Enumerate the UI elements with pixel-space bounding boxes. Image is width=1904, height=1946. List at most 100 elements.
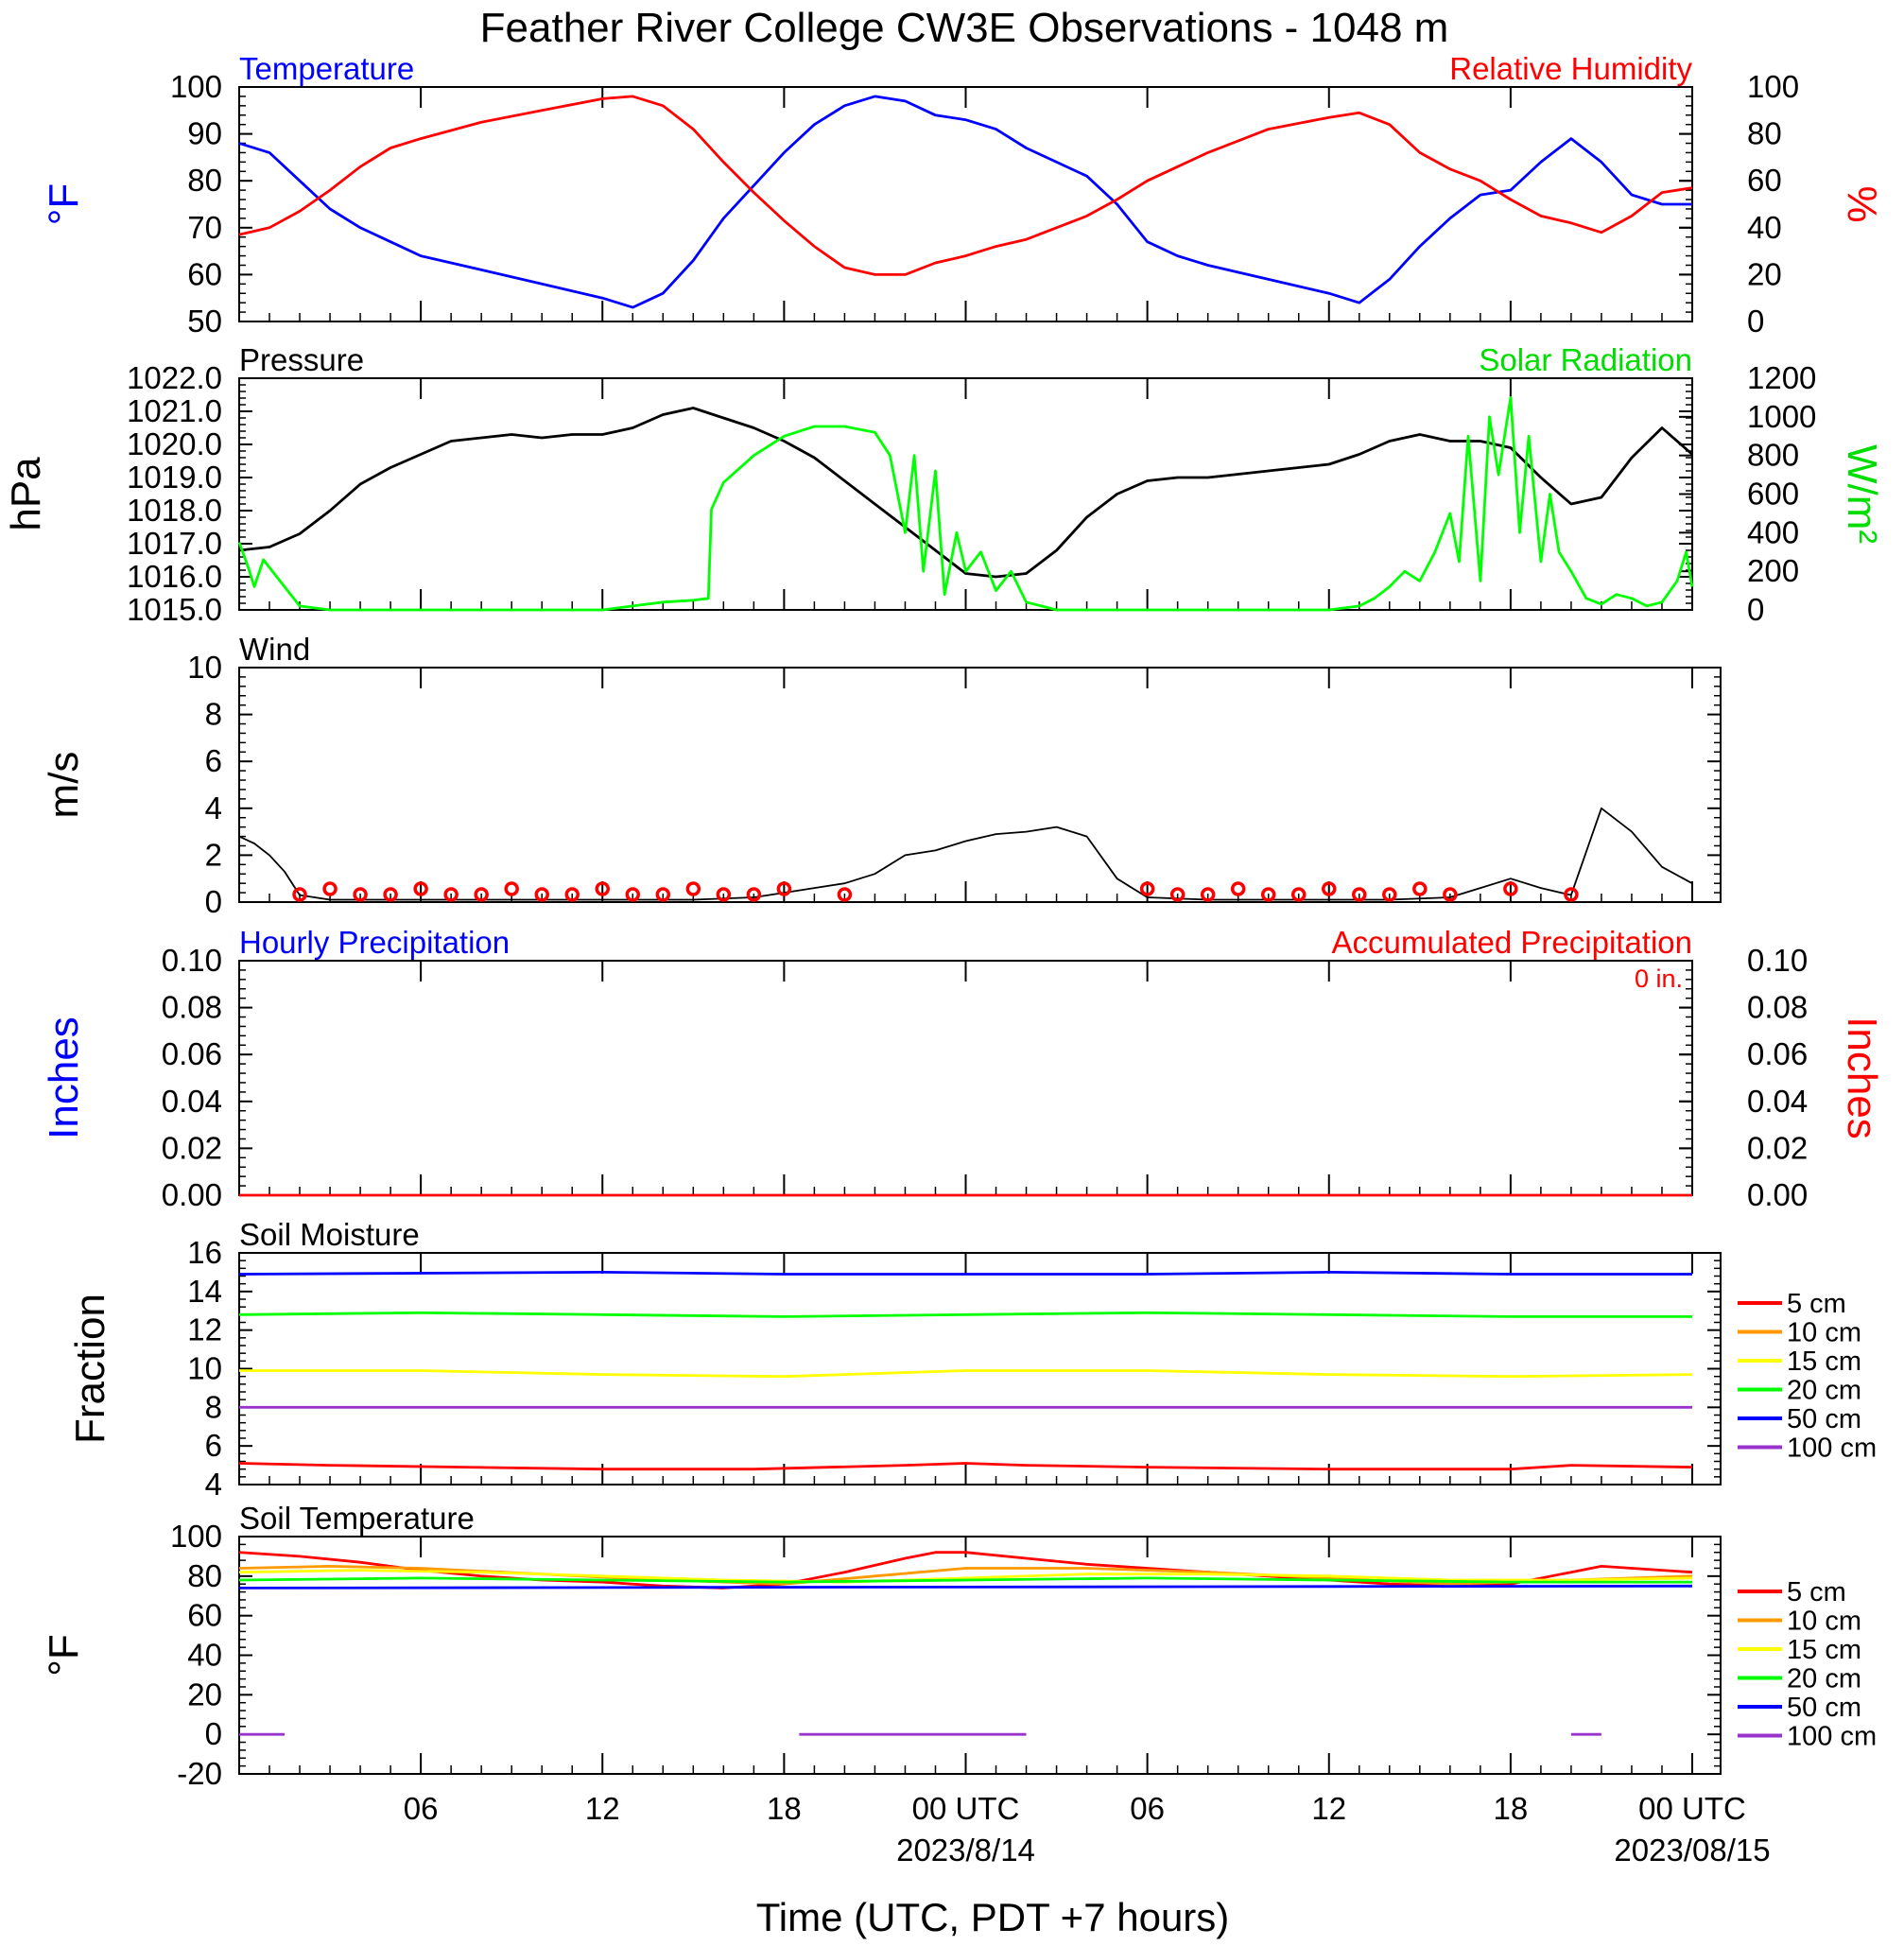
wind-calm-marker [1443, 887, 1458, 902]
panel-wind: 0 2 4 6 8 10 Wind m/s [41, 632, 1722, 919]
y-tick-label: 4 [205, 1467, 222, 1502]
wind-calm-marker [1169, 887, 1186, 902]
y-tick-label: 0 [205, 1716, 222, 1751]
x-date-label: 2023/08/15 [1614, 1833, 1770, 1868]
plot-frame [238, 1252, 1722, 1486]
panel-title: Temperature [239, 51, 414, 86]
y-right-tick-label: 800 [1747, 438, 1799, 473]
wind-calm-marker [1139, 881, 1155, 896]
y-tick-label: 20 [187, 1677, 222, 1711]
wind-calm-marker [322, 881, 338, 896]
y-tick-label: 40 [187, 1638, 222, 1673]
panel-title-right: Relative Humidity [1449, 51, 1692, 86]
series-line [238, 1551, 1693, 1590]
y-right-tick-label: 100 [1747, 69, 1799, 104]
legend-label: 15 cm [1787, 1347, 1861, 1377]
panel-temperature-humidity: 50 60 70 80 90 100 0 20 40 60 80 100 Temperature Rela… [41, 51, 1885, 339]
wind-calm-marker [504, 881, 519, 896]
panel-title-right: Solar Radiation [1479, 342, 1692, 377]
legend-label: 15 cm [1787, 1635, 1861, 1665]
y-tick-label: 100 [170, 1519, 222, 1554]
wind-calm-marker [837, 887, 853, 902]
y-tick-label: 4 [205, 791, 222, 825]
wind-calm-marker [443, 887, 459, 902]
y-right-tick-label: 0 [1747, 592, 1764, 627]
wind-calm-marker [1352, 887, 1367, 902]
wind-calm-marker [383, 887, 398, 902]
y-tick-label: 1016.0 [127, 559, 222, 594]
y-tick-label: 0.02 [162, 1130, 222, 1165]
y-tick-label: 0.08 [162, 990, 222, 1025]
x-tick-label: 06 [1130, 1791, 1165, 1826]
wind-calm-marker [564, 887, 580, 902]
series-line [238, 1462, 1693, 1471]
y-tick-label: 8 [205, 697, 222, 732]
wind-calm-marker [1290, 887, 1307, 902]
y-right-tick-label: 200 [1747, 553, 1799, 588]
wind-calm-marker [625, 887, 641, 902]
panel-title: Soil Temperature [239, 1501, 475, 1536]
x-date-label: 2023/8/14 [896, 1833, 1035, 1868]
plot-frame [238, 86, 1693, 322]
legend-label: 50 cm [1787, 1404, 1861, 1434]
y-tick-label: 14 [187, 1274, 222, 1309]
wind-calm-marker [292, 887, 307, 902]
y-right-tick-label: 40 [1747, 210, 1782, 245]
y-tick-label: 1021.0 [127, 393, 222, 428]
y-axis-label: Fraction [67, 1294, 113, 1444]
series-line [238, 1271, 1692, 1276]
y-tick-label: 90 [187, 116, 222, 151]
y-tick-label: 6 [205, 1428, 222, 1463]
legend-label: 10 cm [1787, 1318, 1861, 1348]
y-tick-label: 60 [187, 1598, 222, 1633]
series-line [238, 95, 1692, 309]
y-axis-label: Inches [41, 1016, 87, 1139]
y-right-tick-label: 80 [1747, 116, 1782, 151]
y-tick-label: 0.06 [162, 1036, 222, 1071]
y-tick-label: 80 [187, 1558, 222, 1593]
x-tick-label: 18 [767, 1791, 802, 1826]
legend-label: 20 cm [1787, 1376, 1861, 1406]
y-tick-label: 70 [187, 210, 222, 245]
panel-precipitation: 0.00 0.02 0.04 0.06 0.08 0.10 0.00 0.02 0.04 0.06… [41, 925, 1885, 1212]
y-tick-label: 60 [187, 256, 222, 291]
y-tick-label: 80 [187, 163, 222, 198]
y-tick-label: 16 [187, 1235, 222, 1270]
y-right-tick-label: 400 [1747, 514, 1799, 549]
y-tick-label: 1020.0 [127, 426, 222, 461]
wind-calm-marker [1412, 881, 1428, 896]
wind-calm-marker [1322, 881, 1337, 896]
y-tick-label: 1015.0 [127, 592, 222, 627]
y-right-tick-label: 1200 [1747, 360, 1816, 395]
y-right-tick-label: 0.02 [1747, 1130, 1808, 1165]
y-right-tick-label: 0 [1747, 304, 1764, 339]
y-tick-label: 1018.0 [127, 493, 222, 528]
legend-label: 50 cm [1787, 1693, 1861, 1723]
series-line [238, 95, 1693, 276]
wind-calm-marker [1230, 881, 1246, 896]
y-right-axis-label: W/m² [1839, 444, 1885, 544]
y-right-tick-label: 0.06 [1747, 1036, 1808, 1071]
wind-calm-marker [1200, 887, 1216, 902]
y-tick-label: 50 [187, 304, 222, 339]
legend-label: 100 cm [1787, 1433, 1877, 1464]
x-tick-label: 00 UTC [912, 1791, 1020, 1826]
wind-calm-marker [595, 881, 610, 896]
y-tick-label: 12 [187, 1312, 222, 1347]
wind-calm-marker [534, 887, 549, 902]
series-line [239, 1369, 1693, 1379]
y-tick-label: 10 [187, 650, 222, 685]
series-line [238, 1584, 1693, 1590]
y-axis-label: °F [41, 183, 87, 225]
y-tick-label: 8 [205, 1389, 222, 1424]
wind-calm-marker [1564, 887, 1579, 902]
accumulated-total: 0 in. [1635, 964, 1683, 993]
panel-title: Wind [239, 632, 310, 667]
legend-label: 5 cm [1787, 1577, 1846, 1607]
wind-calm-marker [1503, 881, 1518, 896]
y-tick-label: 0.00 [162, 1177, 222, 1212]
wind-calm-marker [1260, 887, 1276, 902]
